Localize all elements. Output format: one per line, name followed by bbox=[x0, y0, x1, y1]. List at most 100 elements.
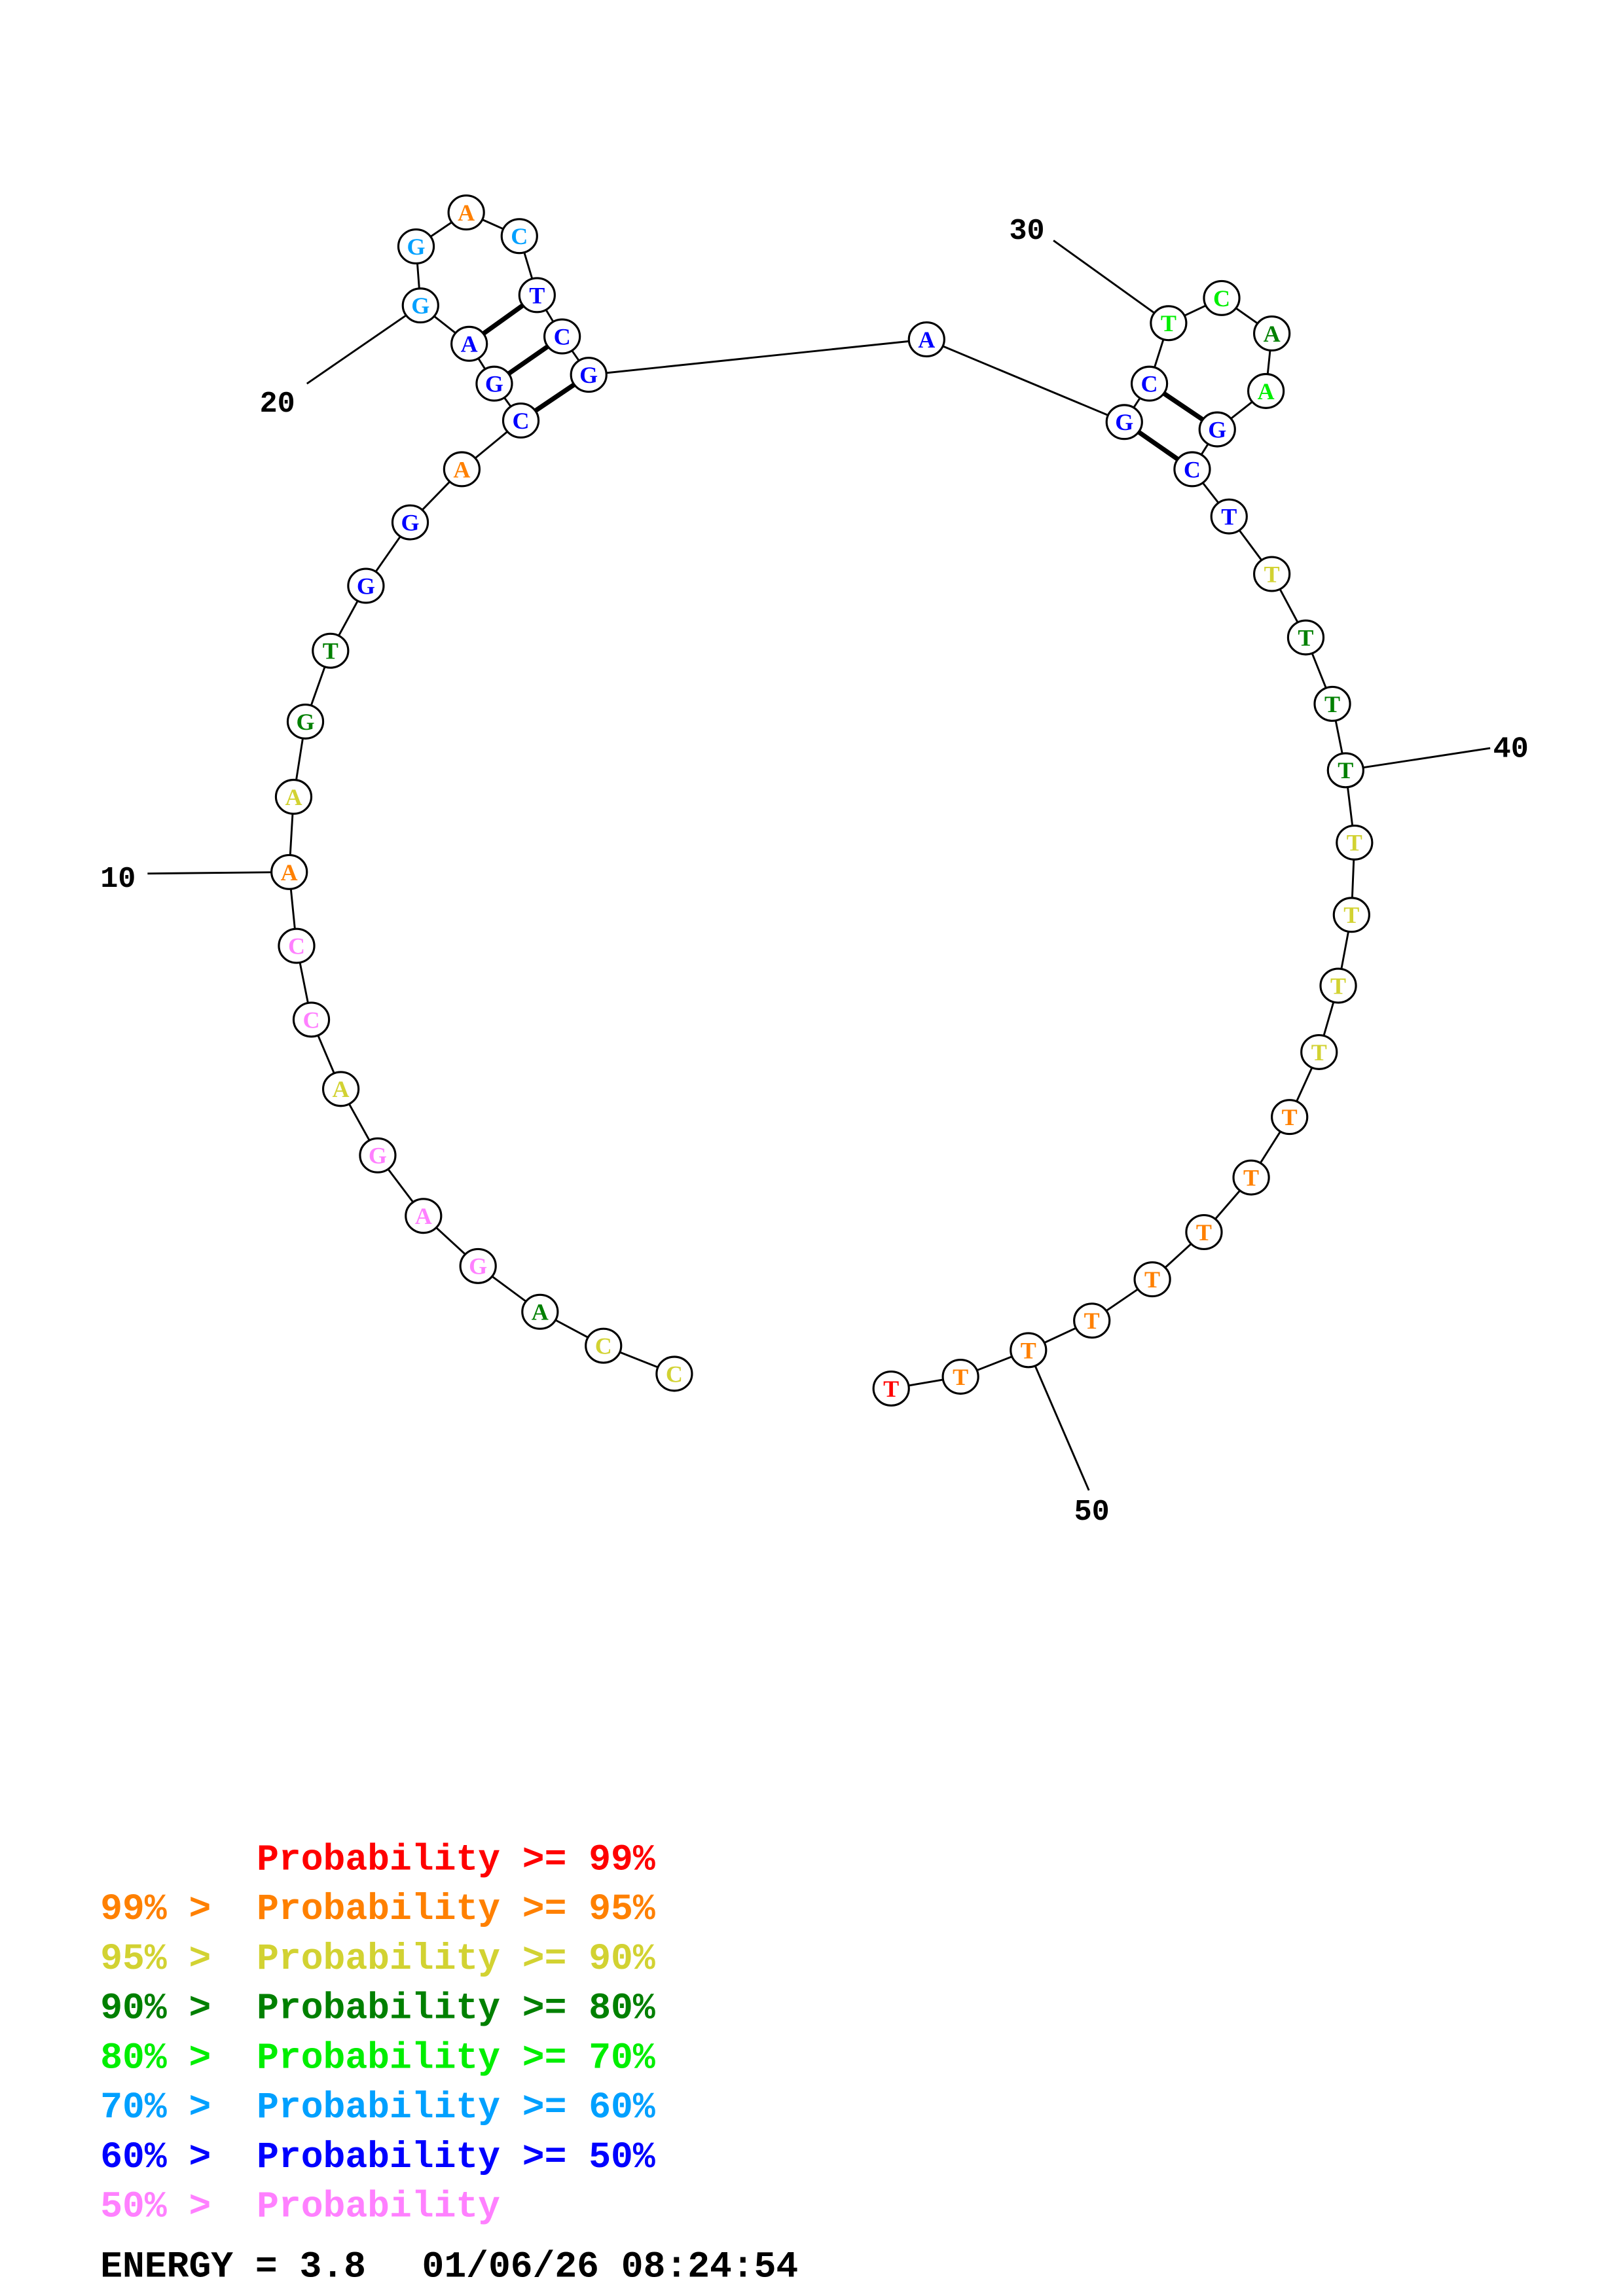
nucleotide: G bbox=[570, 357, 608, 393]
legend-prefix: 80% > bbox=[100, 2037, 211, 2079]
nucleotide-letter: T bbox=[1298, 624, 1313, 651]
nucleotide-letter: T bbox=[1264, 561, 1280, 587]
nucleotide-letter: G bbox=[1115, 409, 1133, 435]
nucleotide-letter: G bbox=[369, 1143, 387, 1169]
nucleotide-letter: T bbox=[1221, 503, 1237, 529]
nucleotide-circle bbox=[570, 357, 608, 393]
nucleotide: T bbox=[1271, 1099, 1309, 1136]
nucleotide-circle bbox=[1253, 556, 1291, 592]
nucleotide-circle bbox=[405, 1198, 443, 1234]
position-label: 20 bbox=[260, 387, 295, 421]
nucleotide: G bbox=[475, 365, 513, 402]
legend-label: Probability >= 80% bbox=[257, 1988, 655, 2030]
nucleotide-letter: G bbox=[407, 234, 426, 260]
nucleotide-letter: C bbox=[288, 933, 305, 960]
legend-label: Probability >= 60% bbox=[257, 2087, 655, 2128]
position-ticks: 10 20 30 40 50 bbox=[100, 214, 1529, 1529]
nucleotide: T bbox=[1232, 1159, 1270, 1196]
nucleotide-letter: A bbox=[532, 1299, 549, 1325]
nucleotide-circle bbox=[450, 325, 488, 362]
nucleotide-letter: C bbox=[1184, 456, 1201, 482]
nucleotide: T bbox=[1185, 1214, 1223, 1251]
legend-label: Probability >= 50% bbox=[257, 2136, 655, 2178]
nucleotide-letter: T bbox=[953, 1364, 968, 1390]
nucleotide-circle bbox=[401, 287, 439, 324]
nucleotide-letter: T bbox=[1144, 1266, 1160, 1293]
nucleotide: A bbox=[270, 853, 308, 890]
nucleotide: A bbox=[443, 451, 481, 488]
nucleotide-circle bbox=[1073, 1302, 1111, 1339]
nucleotide: T bbox=[872, 1370, 910, 1407]
position-label: 50 bbox=[1074, 1495, 1110, 1529]
nucleotide: C bbox=[585, 1327, 623, 1364]
nucleotide-letter: G bbox=[401, 509, 419, 535]
nucleotide: T bbox=[1286, 619, 1325, 656]
nucleotide-circle bbox=[1105, 404, 1143, 440]
position-tick-line bbox=[147, 870, 289, 875]
nucleotide: T bbox=[1319, 967, 1357, 1004]
nucleotide: A bbox=[321, 1071, 360, 1107]
nucleotide-circle bbox=[1326, 752, 1364, 789]
nucleotide: A bbox=[450, 325, 488, 362]
nucleotide: T bbox=[941, 1358, 979, 1395]
legend-label: Probability >= 99% bbox=[257, 1839, 655, 1880]
legend-label: Probability >= 70% bbox=[257, 2037, 655, 2079]
nucleotide-letter: T bbox=[323, 638, 338, 664]
nucleotide-circle bbox=[274, 778, 313, 815]
nucleotide: T bbox=[1332, 897, 1370, 933]
nucleotide: T bbox=[1326, 752, 1364, 789]
nucleotide-circle bbox=[518, 277, 556, 314]
nucleotide-letter: C bbox=[302, 1007, 319, 1033]
nucleotide-letter: T bbox=[1338, 757, 1353, 783]
nucleotide-letter: C bbox=[513, 408, 530, 434]
nucleotide: G bbox=[1105, 404, 1143, 440]
nucleotide: C bbox=[1173, 451, 1211, 488]
nucleotide-letter: A bbox=[285, 784, 302, 810]
legend-prefix: 95% > bbox=[100, 1938, 211, 1980]
nucleotide-circle bbox=[1300, 1033, 1338, 1070]
nucleotide-letter: T bbox=[1161, 310, 1176, 336]
nucleotide-circle bbox=[1286, 619, 1325, 656]
nucleotide-letter: A bbox=[918, 327, 935, 353]
nucleotide-circle bbox=[521, 1293, 559, 1330]
nucleotide-circle bbox=[500, 218, 538, 255]
nucleotide: G bbox=[459, 1247, 497, 1284]
nucleotide-letter: A bbox=[461, 331, 478, 357]
nucleotide-circle bbox=[1210, 498, 1248, 535]
nucleotide-letter: C bbox=[554, 323, 571, 350]
nucleotide-letter: T bbox=[529, 282, 545, 308]
probability-legend: Probability >= 99% 99% > Probability >= 95… bbox=[100, 1839, 655, 2227]
nucleotide-circle bbox=[292, 1001, 331, 1038]
nucleotide: T bbox=[1313, 685, 1351, 722]
nucleotide-circle bbox=[1173, 451, 1211, 488]
nucleotide: C bbox=[655, 1355, 693, 1392]
nucleotide: C bbox=[1203, 279, 1241, 316]
nucleotide: G bbox=[347, 567, 385, 604]
nucleotide-circle bbox=[1133, 1261, 1171, 1298]
position-tick-line bbox=[306, 304, 422, 385]
nucleotide-circle bbox=[278, 927, 316, 964]
nucleotide-letter: C bbox=[1141, 371, 1158, 397]
nucleotide-circle bbox=[443, 451, 481, 488]
nucleotide-letter: T bbox=[1084, 1308, 1100, 1334]
nucleotide-letter: T bbox=[883, 1376, 899, 1402]
nucleotide-letter: T bbox=[1343, 902, 1359, 928]
nucleotide-letter: T bbox=[1282, 1104, 1298, 1130]
nucleotide-circle bbox=[585, 1327, 623, 1364]
nucleotide: T bbox=[1253, 556, 1291, 592]
nucleotide-circle bbox=[447, 194, 485, 231]
nucleotide-letter: G bbox=[485, 371, 503, 397]
legend-prefix: 70% > bbox=[100, 2087, 211, 2128]
nucleotide-circle bbox=[1271, 1099, 1309, 1136]
nucleotide-circle bbox=[1336, 824, 1374, 861]
nucleotide-letter: A bbox=[1264, 321, 1281, 347]
nucleotide-letter: A bbox=[1258, 378, 1275, 404]
nucleotide: T bbox=[1133, 1261, 1171, 1298]
nucleotide: T bbox=[1210, 498, 1248, 535]
nucleotide-letter: C bbox=[511, 223, 528, 249]
nucleotide-circle bbox=[359, 1137, 397, 1174]
nucleotide: T bbox=[1336, 824, 1374, 861]
nucleotide-letter: T bbox=[1196, 1219, 1212, 1246]
backbone-link bbox=[589, 338, 927, 376]
